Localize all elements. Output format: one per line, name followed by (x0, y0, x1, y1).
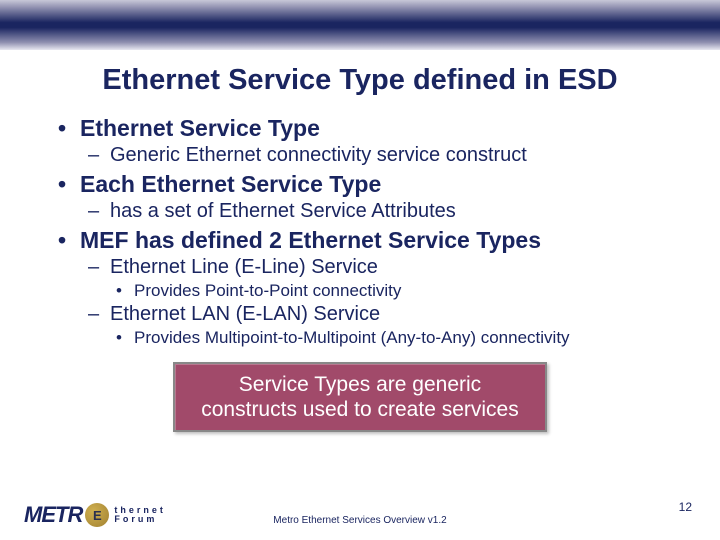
bullet-l1: Ethernet Service Type (58, 115, 682, 142)
callout-container: Service Types are generic constructs use… (0, 362, 720, 432)
bullet-l2: Ethernet Line (E-Line) Service (58, 256, 682, 279)
bullet-l2: has a set of Ethernet Service Attributes (58, 200, 682, 223)
logo-circle-icon: E (85, 503, 109, 527)
bullet-l3: Provides Multipoint-to-Multipoint (Any-t… (58, 328, 682, 348)
slide-content: Ethernet Service Type Generic Ethernet c… (0, 115, 720, 348)
logo-ethernet-forum: thernet Forum (114, 506, 166, 525)
callout-line: constructs used to create services (201, 397, 518, 422)
footer-center-text: Metro Ethernet Services Overview v1.2 (273, 515, 446, 526)
slide-title: Ethernet Service Type defined in ESD (0, 64, 720, 97)
callout-line: Service Types are generic (201, 372, 518, 397)
logo-metro-text: METR (24, 502, 82, 528)
slide-footer: METR E thernet Forum Metro Ethernet Serv… (0, 492, 720, 528)
title-gradient-band (0, 0, 720, 50)
bullet-l2: Generic Ethernet connectivity service co… (58, 144, 682, 167)
logo: METR E thernet Forum (24, 502, 166, 528)
logo-ef-line2: Forum (114, 515, 166, 524)
bullet-l1: MEF has defined 2 Ethernet Service Types (58, 227, 682, 254)
callout-box: Service Types are generic constructs use… (173, 362, 546, 432)
bullet-l2: Ethernet LAN (E-LAN) Service (58, 303, 682, 326)
bullet-l3: Provides Point-to-Point connectivity (58, 281, 682, 301)
page-number: 12 (679, 500, 692, 514)
bullet-l1: Each Ethernet Service Type (58, 171, 682, 198)
